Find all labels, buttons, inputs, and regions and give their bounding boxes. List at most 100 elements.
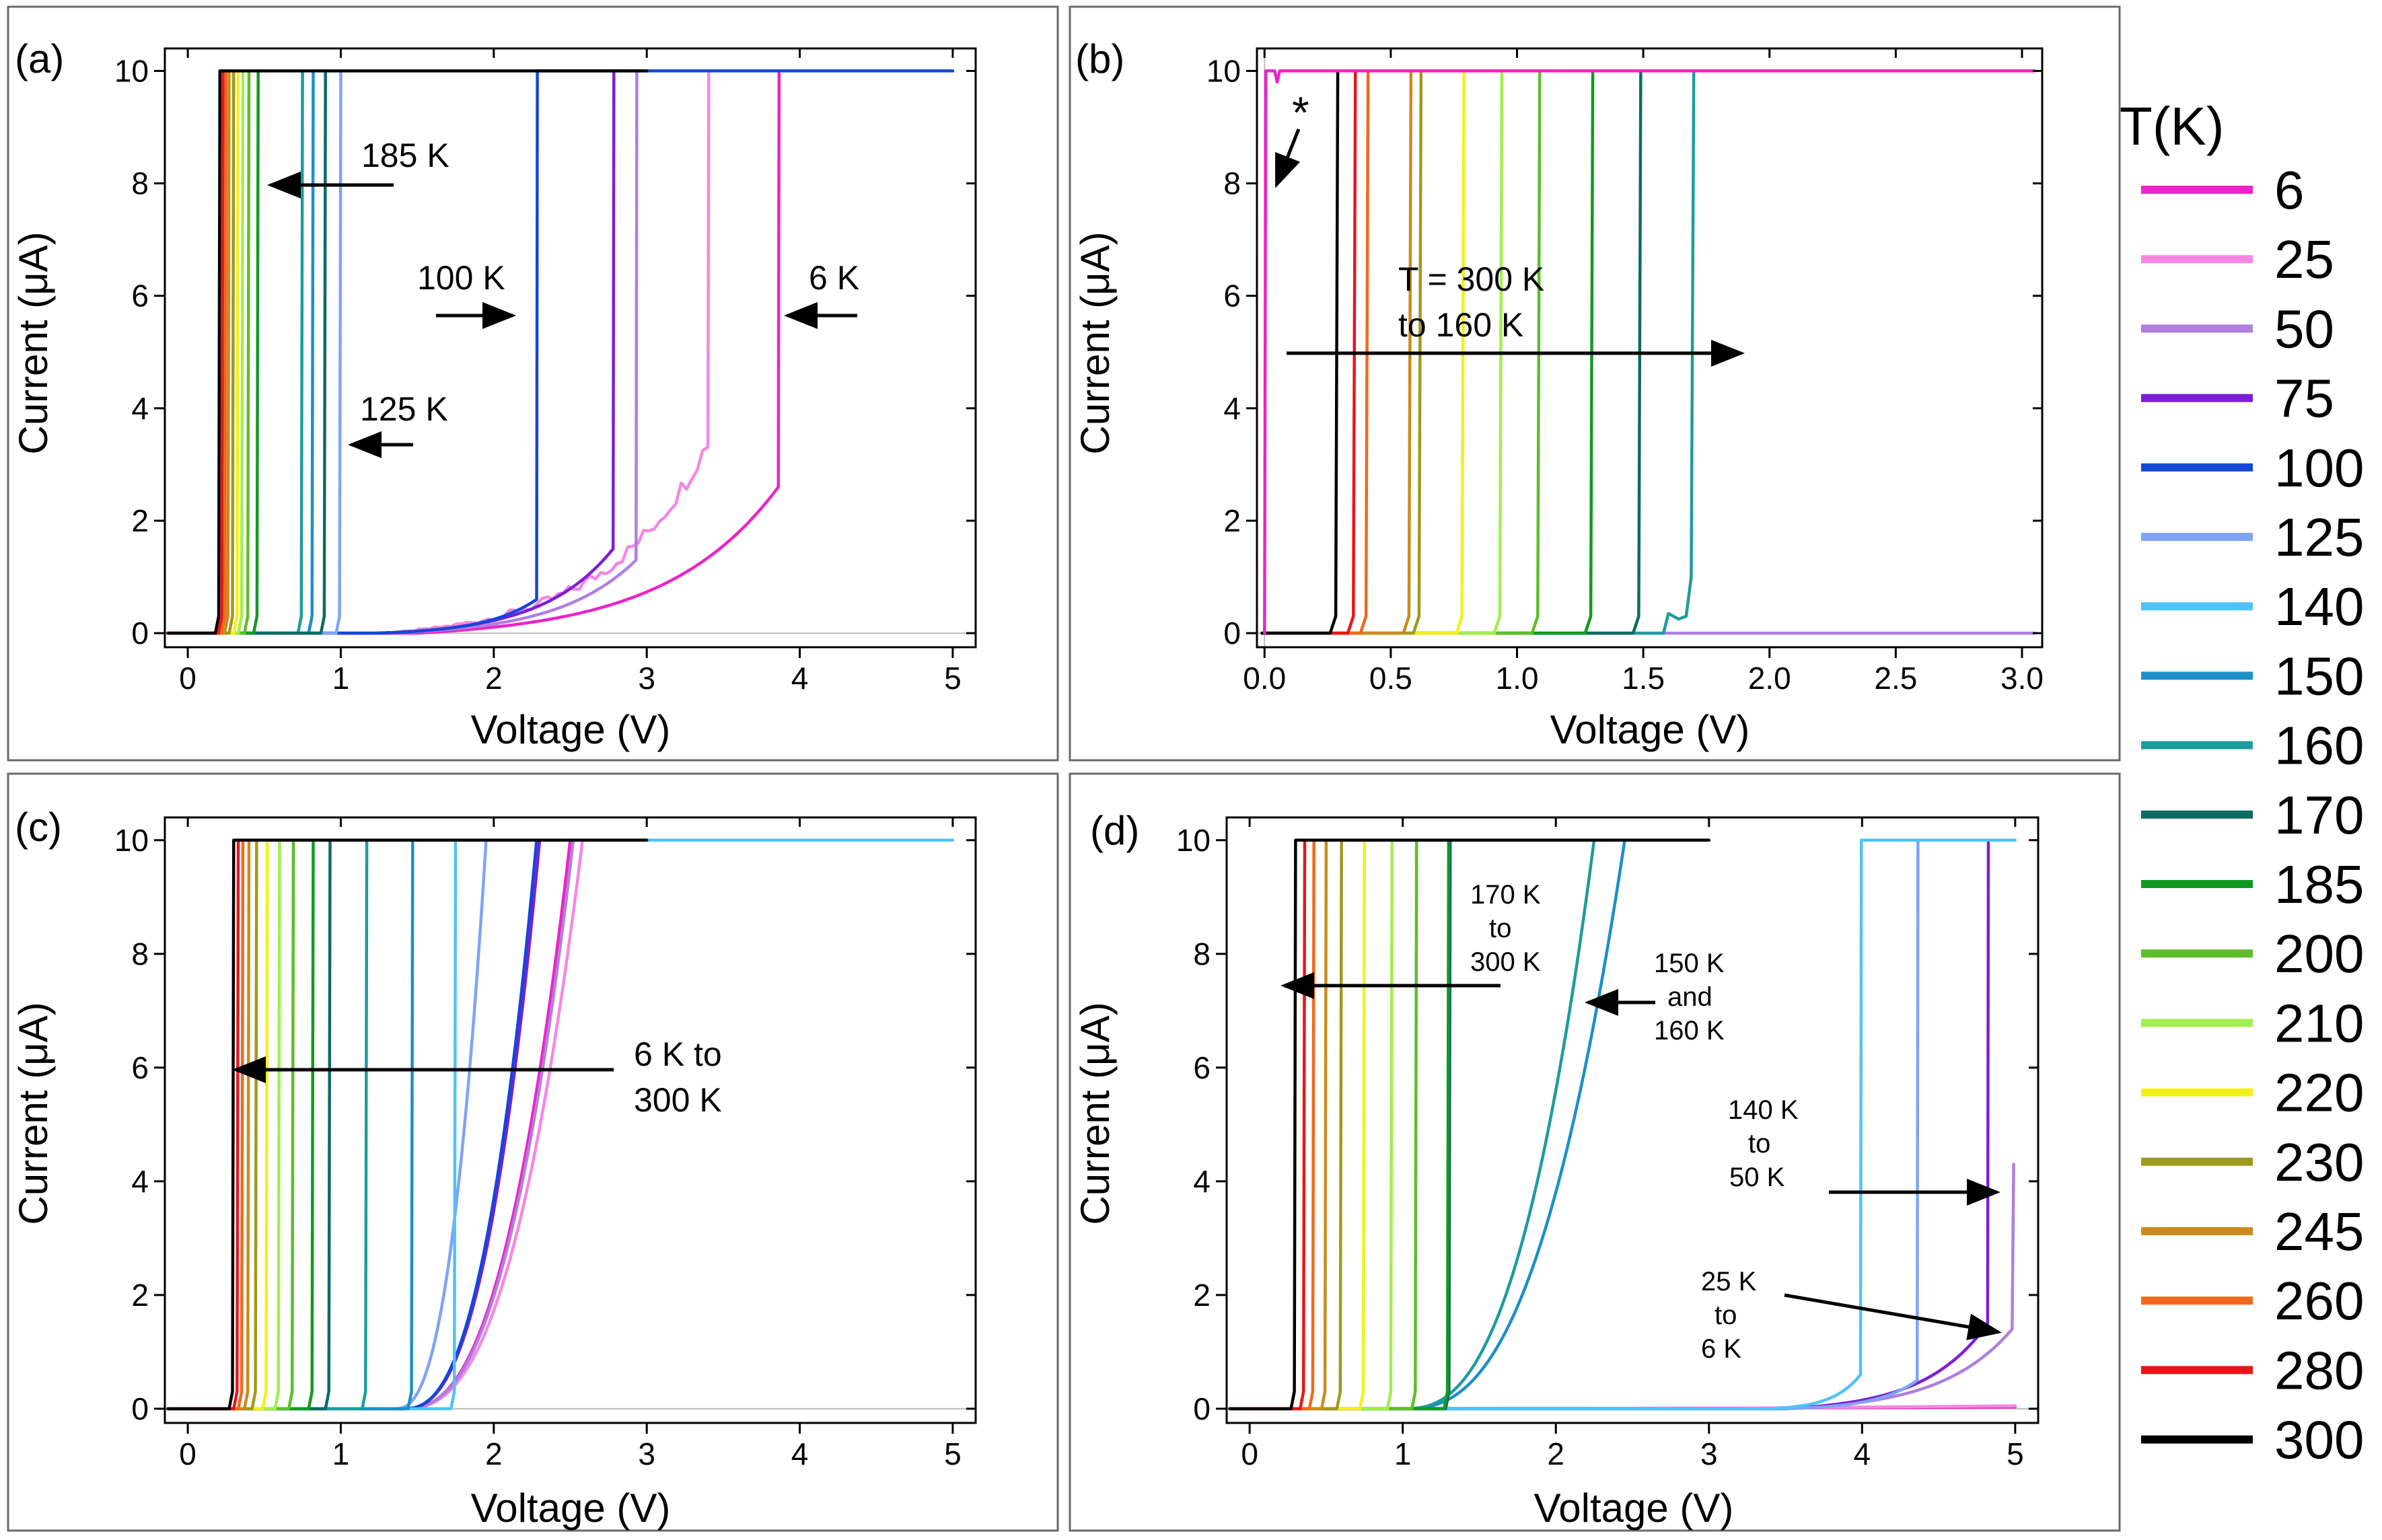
x-tick-label: 5 <box>2007 1436 2024 1471</box>
series-280k-line <box>166 69 225 635</box>
y-tick-label: 2 <box>1193 1278 1211 1313</box>
series-300k-line <box>1228 838 1711 1411</box>
legend-label-160: 160 <box>2274 716 2364 776</box>
legend-label-300: 300 <box>2274 1410 2364 1470</box>
panel-d-frame <box>1069 772 2121 1532</box>
legend-label-140: 140 <box>2274 577 2364 636</box>
series-100k-line <box>166 838 538 1411</box>
x-tick-label: 3 <box>638 661 655 696</box>
series-50k-line <box>1228 1163 2015 1411</box>
y-tick-label: 2 <box>1223 503 1241 538</box>
annotation-star: * <box>1292 87 1309 137</box>
series-6k-line <box>1263 69 2036 635</box>
series-125k-line <box>166 69 342 635</box>
x-tick-label: 3.0 <box>2000 661 2044 696</box>
panel-a-frame <box>7 5 1059 762</box>
x-tick-label: 2 <box>485 1436 503 1471</box>
x-axis-title: Voltage (V) <box>1550 707 1750 752</box>
annotation-170k-2: to <box>1489 914 1511 943</box>
series-50k-line <box>166 838 575 1411</box>
annotation-100k: 100 K <box>417 259 505 297</box>
legend-label-200: 200 <box>2274 924 2364 984</box>
y-tick-label: 10 <box>1206 53 1241 88</box>
y-tick-label: 0 <box>131 616 149 651</box>
series-75k-line <box>1228 838 1990 1411</box>
series-6k-line <box>166 69 781 635</box>
series-25k-line <box>166 838 584 1411</box>
series-260k-line <box>166 69 228 635</box>
chart-panel-c: 0 1 2 3 4 5 0 2 4 6 8 10 Voltage (V) Current (μA) <box>11 816 977 1531</box>
legend-label-50: 50 <box>2274 299 2334 359</box>
legend-label-230: 230 <box>2274 1132 2364 1192</box>
y-tick-label: 2 <box>131 503 149 538</box>
annotation-140k-2: to <box>1748 1129 1770 1159</box>
series-160k-line <box>1260 69 1696 635</box>
arrow-star <box>1274 129 1301 188</box>
legend-label-245: 245 <box>2274 1202 2364 1261</box>
x-tick-label: 2.0 <box>1748 661 1791 696</box>
legend-label-150: 150 <box>2274 646 2364 706</box>
x-tick-label: 5 <box>944 661 962 696</box>
series-200k-line <box>166 838 295 1411</box>
series-6k-line <box>166 838 572 1411</box>
x-tick-label: 4 <box>1854 1436 1871 1471</box>
series-150k-line <box>1228 838 1626 1411</box>
y-tick-label: 0 <box>131 1391 149 1426</box>
series-220k-line <box>166 838 269 1411</box>
series-185k-line <box>166 69 260 635</box>
arrow-25k-to-6k <box>1784 1293 2002 1341</box>
legend: T(K) 6 25 50 75 100 125 140 150 160 170 185 200 210 2… <box>2120 96 2364 1470</box>
x-tick-label: 0.5 <box>1369 661 1412 696</box>
annotation-140k-3: 50 K <box>1729 1163 1785 1192</box>
legend-label-75: 75 <box>2274 369 2334 429</box>
y-tick-label: 8 <box>1223 166 1241 201</box>
legend-label-220: 220 <box>2274 1063 2364 1123</box>
legend-label-25: 25 <box>2274 229 2334 289</box>
series-200k-line <box>1228 838 1418 1411</box>
legend-label-185: 185 <box>2274 854 2364 914</box>
annotation-170k-3: 300 K <box>1470 947 1541 977</box>
x-tick-label: 0 <box>179 661 196 696</box>
panel-c-label: (c) <box>15 805 62 850</box>
y-axis-title: Current (μA) <box>1073 231 1118 454</box>
y-tick-label: 4 <box>131 1164 149 1199</box>
annotation-25k-2: to <box>1715 1300 1737 1330</box>
y-tick-label: 8 <box>131 937 149 971</box>
x-tick-label: 1 <box>332 1436 350 1471</box>
annotation-150k-1: 150 K <box>1654 949 1725 978</box>
panel-b-annotations: * T = 300 K to 160 K <box>1274 87 1745 367</box>
x-tick-label: 2.5 <box>1874 661 1917 696</box>
panel-b-label: (b) <box>1075 36 1124 81</box>
y-tick-label: 10 <box>1176 823 1211 858</box>
annotation-185k: 185 K <box>361 137 449 174</box>
y-axis-title: Current (μA) <box>11 1002 56 1224</box>
x-tick-label: 1.0 <box>1496 661 1539 696</box>
annotation-6k-to: 6 K to <box>634 1035 722 1073</box>
annotation-150k-3: 160 K <box>1654 1016 1725 1046</box>
y-tick-label: 6 <box>1223 279 1241 314</box>
chart-panel-b: 0.0 0.5 1.0 1.5 2.0 2.5 3.0 0 2 4 6 8 10 Voltage (V) C… <box>1073 47 2044 752</box>
y-tick-label: 4 <box>1193 1164 1211 1199</box>
series-150k-line <box>166 838 414 1411</box>
series-100k-line <box>166 69 955 635</box>
legend-label-100: 100 <box>2274 438 2364 498</box>
x-tick-label: 4 <box>791 1436 809 1471</box>
annotation-300k-line2: to 160 K <box>1398 306 1523 344</box>
annotation-170k-1: 170 K <box>1470 880 1541 910</box>
chart-panel-a: 0 1 2 3 4 5 0 2 4 6 8 10 Voltage (V) Current (μA) <box>11 47 977 752</box>
panel-a-label: (a) <box>15 36 64 81</box>
plot-area <box>1256 47 2044 649</box>
series-220k-line <box>1228 838 1367 1411</box>
y-tick-label: 8 <box>131 166 149 201</box>
y-tick-label: 4 <box>131 391 149 426</box>
x-tick-label: 0 <box>1241 1436 1258 1471</box>
x-tick-label: 5 <box>944 1436 962 1471</box>
series-25k-line <box>166 69 711 635</box>
panel-a-annotations: 185 K 100 K 125 K 6 K <box>267 137 859 458</box>
x-tick-label: 2 <box>1547 1436 1564 1471</box>
annotation-150k-2: and <box>1667 982 1712 1012</box>
annotation-140k-1: 140 K <box>1728 1095 1799 1125</box>
y-tick-label: 0 <box>1223 616 1241 651</box>
series-300k-line <box>166 69 649 635</box>
